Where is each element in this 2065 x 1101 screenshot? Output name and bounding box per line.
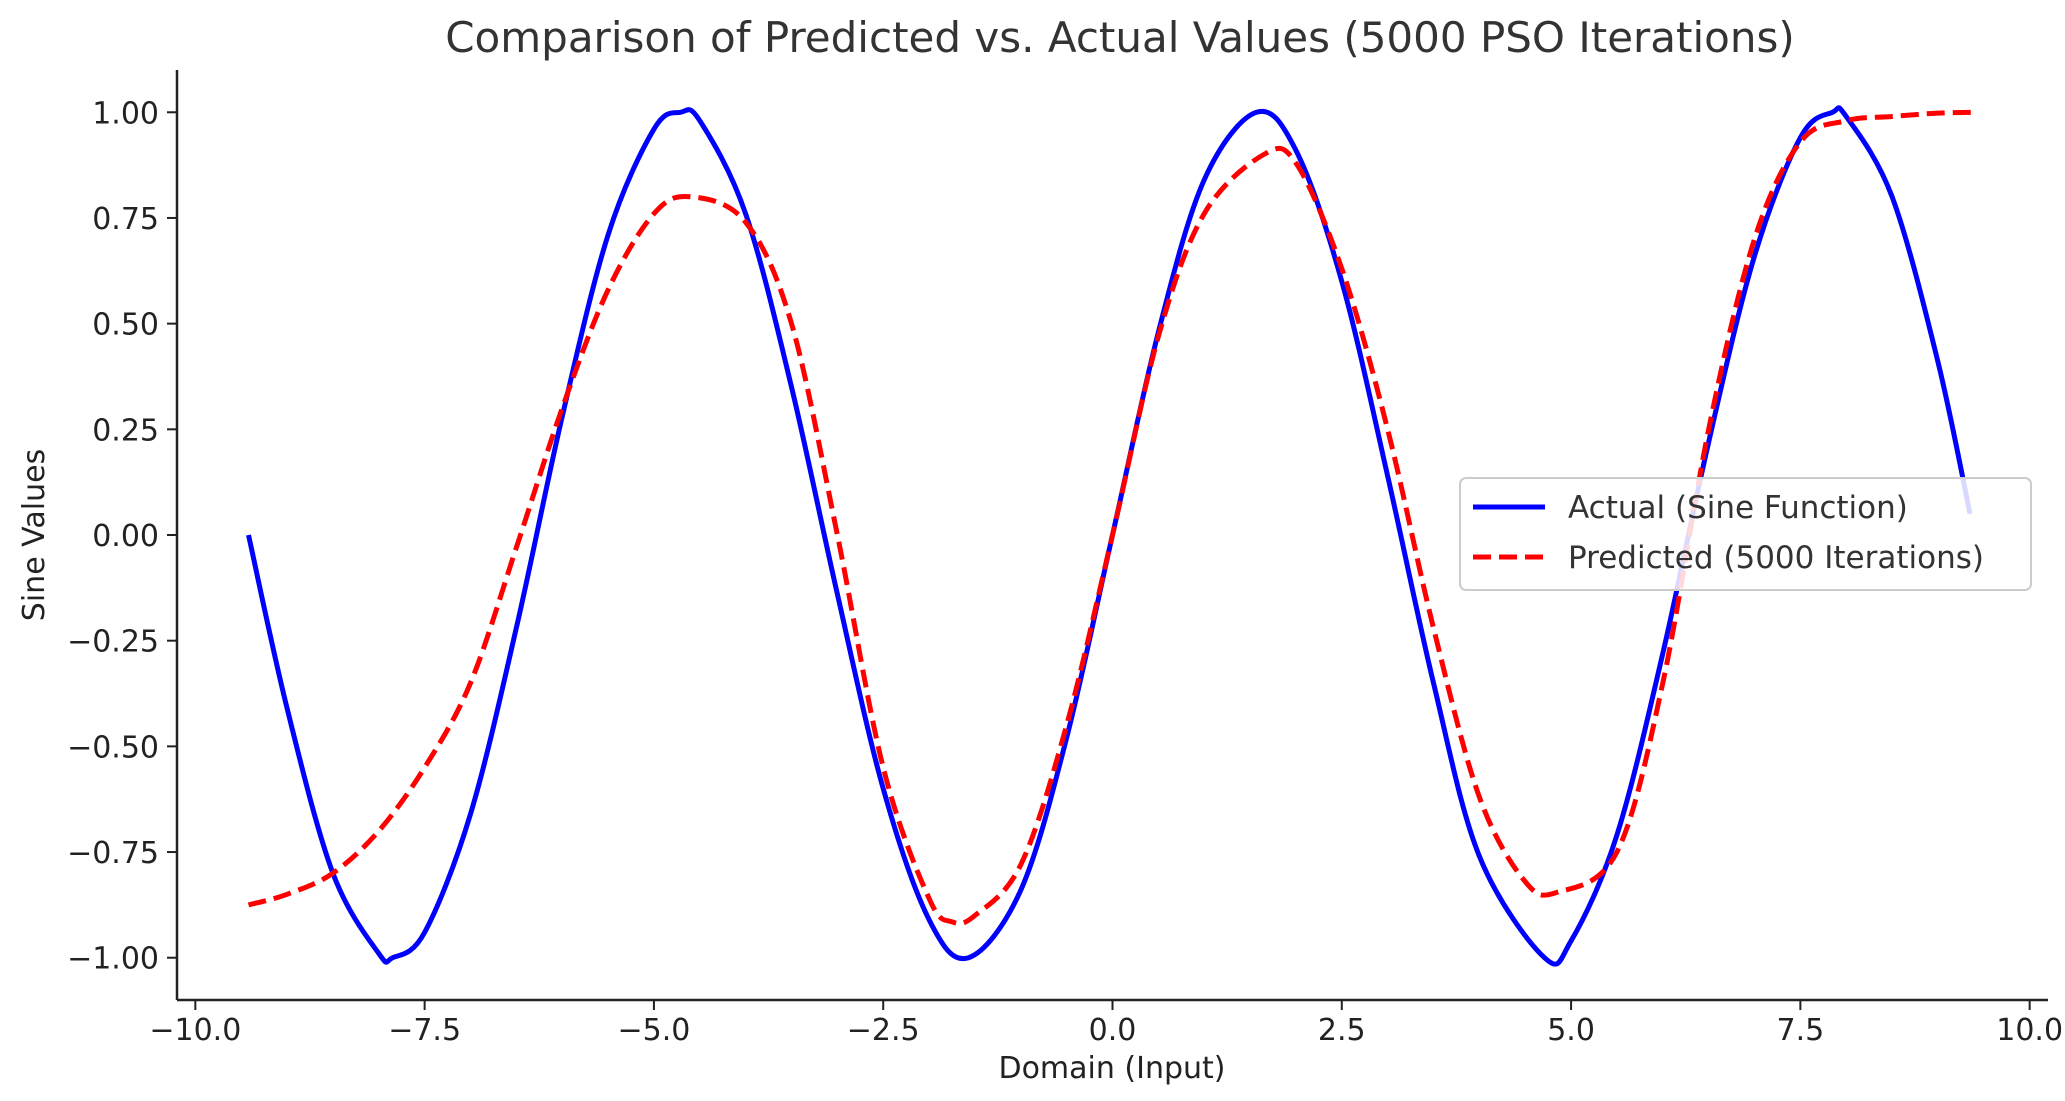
x-tick-label: −7.5: [388, 1013, 461, 1048]
y-tick-label: −0.25: [67, 625, 159, 660]
series-line-predicted: [247, 109, 1975, 927]
x-axis-label: Domain (Input): [998, 1051, 1225, 1086]
x-tick-label: 10.0: [1996, 1013, 2063, 1048]
y-tick-label: −1.00: [67, 942, 159, 977]
y-tick-label: 0.50: [92, 308, 159, 343]
y-tick-label: 1.00: [92, 96, 159, 131]
y-tick-label: −0.75: [67, 836, 159, 871]
y-tick-label: 0.25: [92, 413, 159, 448]
x-tick-label: −10.0: [149, 1013, 241, 1048]
y-axis-ticks: 1.00 0.75 0.50 0.25 0.00 −0.25 −0.50 −0.75 −1.00: [67, 96, 177, 977]
x-tick-label: 2.5: [1318, 1013, 1366, 1048]
y-axis-label: Sine Values: [17, 449, 52, 621]
y-tick-label: 0.00: [92, 519, 159, 554]
y-tick-label: 0.75: [92, 202, 159, 237]
x-tick-label: −2.5: [847, 1013, 920, 1048]
chart-title: Comparison of Predicted vs. Actual Value…: [445, 13, 1795, 62]
legend: Actual (Sine Function) Predicted (5000 I…: [1459, 477, 2032, 591]
plot-area: [246, 105, 1975, 967]
legend-box: [1459, 477, 2032, 591]
legend-label-predicted: Predicted (5000 Iterations): [1568, 540, 1984, 576]
x-axis-ticks: −10.0 −7.5 −5.0 −2.5 0.0 2.5 5.0 7.5 10.0: [149, 1000, 2063, 1048]
x-tick-label: −5.0: [617, 1013, 690, 1048]
legend-label-actual: Actual (Sine Function): [1568, 490, 1908, 526]
x-tick-label: 0.0: [1089, 1013, 1137, 1048]
y-tick-label: −0.50: [67, 730, 159, 765]
x-tick-label: 7.5: [1777, 1013, 1825, 1048]
x-tick-label: 5.0: [1547, 1013, 1595, 1048]
